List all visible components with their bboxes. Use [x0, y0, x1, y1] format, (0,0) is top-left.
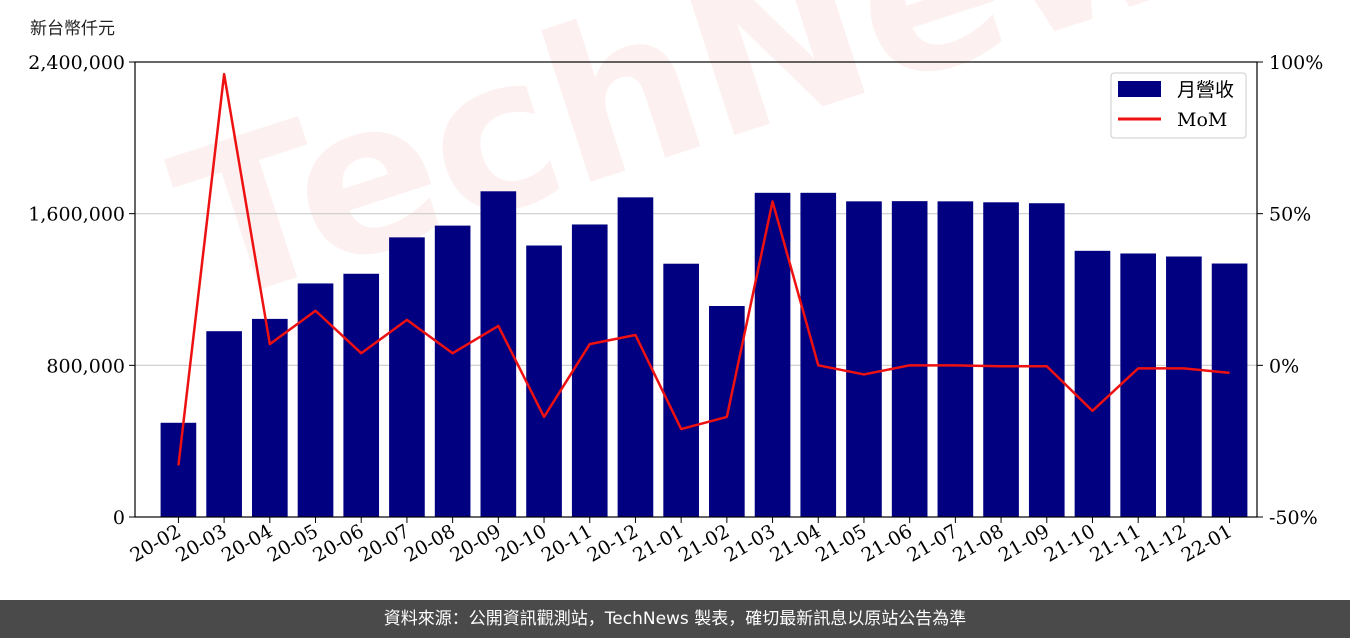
x-tick-label-20-10: 20-10 — [492, 520, 550, 566]
y-left-tick-label: 1,600,000 — [28, 204, 125, 226]
x-tick-label-20-04: 20-04 — [218, 520, 276, 566]
mom-line — [177, 72, 1230, 466]
legend-label-mom: MoM — [1177, 109, 1227, 131]
x-tick-label-20-12: 20-12 — [584, 520, 642, 566]
y-left-tick-label: 2,400,000 — [28, 52, 125, 74]
bar-21-01 — [663, 263, 699, 517]
bar-20-04 — [251, 318, 288, 517]
y-right-tick-label: 0% — [1269, 355, 1299, 377]
bar-21-12 — [1166, 256, 1202, 517]
footer-source-note: 資料來源：公開資訊觀測站，TechNews 製表，確切最新訊息以原站公告為準 — [0, 600, 1350, 638]
bar-21-05 — [846, 201, 882, 517]
x-tick-label-20-08: 20-08 — [401, 520, 459, 566]
x-tick-label-21-05: 21-05 — [812, 520, 870, 566]
bar-20-08 — [434, 225, 471, 517]
x-tick-label-20-05: 20-05 — [264, 520, 322, 566]
x-tick-label-21-12: 21-12 — [1132, 520, 1190, 566]
x-tick-label-21-07: 21-07 — [903, 520, 961, 566]
y-right-tick-label: 50% — [1269, 204, 1311, 226]
bar-20-12 — [617, 197, 654, 518]
bar-20-06 — [343, 273, 380, 517]
bar-21-09 — [1028, 203, 1065, 518]
legend-label-revenue: 月營收 — [1177, 79, 1234, 101]
bar-21-08 — [983, 202, 1019, 517]
y-right-tick-label: 100% — [1269, 52, 1323, 74]
bar-20-09 — [480, 191, 517, 517]
chart: 0 800,000 1,600,000 2,400,000 -50% 0% 50% 100% 2… — [28, 52, 1323, 567]
x-tick-label-21-11: 21-11 — [1086, 520, 1144, 566]
y-left-tick-label: 800,000 — [46, 355, 125, 377]
x-tick-label-21-02: 21-02 — [675, 520, 733, 566]
bar-20-10 — [526, 245, 562, 517]
bar-22-01 — [1211, 263, 1248, 517]
x-tick-label-21-06: 21-06 — [858, 520, 916, 566]
x-tick-label-20-07: 20-07 — [355, 520, 413, 566]
x-tick-label-21-03: 21-03 — [721, 520, 779, 566]
bar-21-06 — [891, 201, 928, 517]
bar-21-03 — [754, 192, 791, 517]
bar-20-11 — [571, 224, 608, 518]
x-tick-label-20-06: 20-06 — [309, 520, 367, 566]
x-tick-label-20-11: 20-11 — [538, 520, 596, 566]
bar-21-11 — [1120, 253, 1156, 517]
x-tick-label-21-01: 21-01 — [629, 520, 687, 566]
bar-20-03 — [206, 331, 242, 517]
y-left-tick-label: 0 — [113, 507, 125, 529]
x-tick-label-21-04: 21-04 — [766, 520, 824, 566]
bar-20-02 — [160, 422, 197, 517]
x-tick-label-21-09: 21-09 — [995, 520, 1053, 566]
x-tick-label-20-09: 20-09 — [446, 520, 504, 566]
y-axis-unit-label: 新台幣仟元 — [30, 19, 115, 39]
y-right-tick-label: -50% — [1269, 507, 1318, 529]
bar-20-07 — [389, 237, 425, 518]
bar-21-04 — [800, 192, 837, 517]
bar-21-07 — [937, 201, 974, 517]
bar-21-10 — [1074, 250, 1111, 517]
plot-frame — [134, 61, 1258, 518]
x-tick-label-21-10: 21-10 — [1041, 520, 1099, 566]
x-tick-label-20-03: 20-03 — [172, 520, 230, 566]
x-tick-label-20-02: 20-02 — [126, 520, 184, 566]
x-tick-label-21-08: 21-08 — [949, 520, 1007, 566]
x-tick-label-22-01: 22-01 — [1178, 520, 1236, 566]
legend-swatch-bar — [1118, 81, 1161, 97]
